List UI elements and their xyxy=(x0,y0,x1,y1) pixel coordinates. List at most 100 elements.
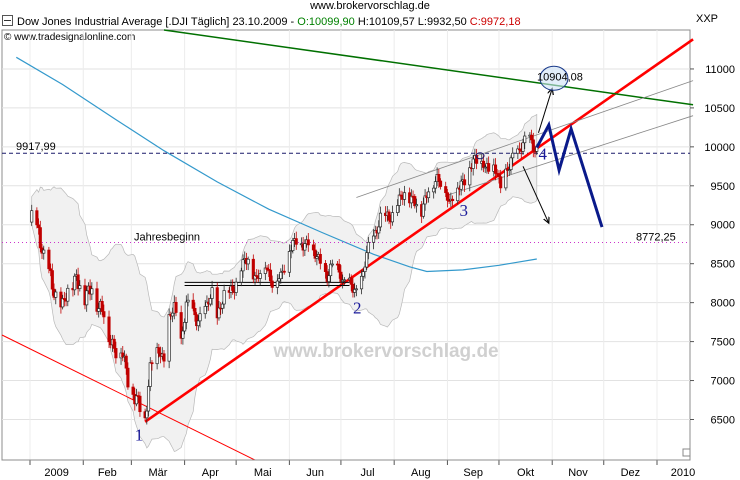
candle-body xyxy=(294,238,298,245)
candle-body xyxy=(437,174,441,182)
candle-body xyxy=(61,298,65,308)
x-tick-label: 2009 xyxy=(44,467,68,479)
candle-body xyxy=(511,152,515,159)
year-open-label: Jahresbeginn xyxy=(134,232,200,244)
candle-body xyxy=(97,308,101,312)
candle-body xyxy=(95,288,99,312)
resistance-trendline xyxy=(163,29,694,106)
candle-body xyxy=(76,274,80,289)
candle-body xyxy=(531,139,535,152)
wave-label: 1 xyxy=(135,426,144,445)
candle-body xyxy=(323,263,328,272)
candle-body xyxy=(523,135,527,144)
candle-body xyxy=(337,263,341,273)
candle-body xyxy=(66,287,70,302)
grid xyxy=(2,30,690,460)
candle-body xyxy=(287,251,291,273)
candle-body xyxy=(282,270,286,273)
candle-body xyxy=(124,355,128,369)
y-tick-label: 10500 xyxy=(704,103,735,115)
candle-body xyxy=(148,362,152,387)
candle-body xyxy=(521,142,525,152)
candle-body xyxy=(516,148,520,154)
candle-body xyxy=(181,330,185,339)
arrow-down-icon xyxy=(522,166,549,223)
candle-body xyxy=(193,308,197,316)
candle-body xyxy=(263,267,267,274)
candle-body xyxy=(54,291,58,298)
candle-body xyxy=(191,299,195,309)
candle-body xyxy=(114,348,118,359)
candle-body xyxy=(439,180,443,187)
candle-body xyxy=(138,395,142,413)
currency-label: XXP xyxy=(696,13,718,25)
candle-body xyxy=(157,347,161,354)
candle-body xyxy=(208,298,212,305)
candle-body xyxy=(231,285,235,291)
wave-label: 4 xyxy=(538,144,547,163)
candle-body xyxy=(78,285,82,289)
candle-body xyxy=(311,244,315,251)
candle-body xyxy=(387,211,391,221)
candle-body xyxy=(73,275,77,291)
x-tick-label: Jun xyxy=(306,467,324,479)
target-label: 10904,08 xyxy=(537,71,583,83)
axes: 6500700075008000850090009500100001050011… xyxy=(2,64,735,479)
candle-body xyxy=(409,195,413,204)
wave-label: 2 xyxy=(353,299,362,318)
candle-body xyxy=(195,314,199,327)
target-circle xyxy=(539,65,569,91)
candle-body xyxy=(196,320,200,327)
candle-body xyxy=(327,275,331,282)
candle-body xyxy=(291,240,295,251)
x-tick-label: Feb xyxy=(98,467,117,479)
candle-body xyxy=(167,314,171,362)
candle-body xyxy=(504,168,508,189)
candle-body xyxy=(179,312,183,339)
candle-body xyxy=(349,277,353,285)
candle-body xyxy=(306,239,310,246)
candle-body xyxy=(42,249,46,254)
y-tick-label: 8000 xyxy=(711,298,735,310)
candle-body xyxy=(414,204,419,207)
resize-handle[interactable] xyxy=(682,448,691,457)
candle-body xyxy=(162,353,166,362)
candle-body xyxy=(38,227,42,249)
watermark: www.brokervorschlag.de xyxy=(272,341,498,362)
y-tick-label: 9000 xyxy=(711,220,735,232)
collapse-icon[interactable] xyxy=(2,15,13,26)
candle-body xyxy=(37,224,41,228)
candle-body xyxy=(268,269,273,282)
candle-body xyxy=(433,181,437,189)
x-tick-label: Mär xyxy=(149,467,168,479)
candle-body xyxy=(366,241,370,254)
candle-body xyxy=(126,367,130,388)
lower-support-line xyxy=(1,334,256,461)
candle-body xyxy=(481,160,486,168)
candle-body xyxy=(174,301,178,313)
candle-body xyxy=(451,198,455,202)
candle-body xyxy=(131,386,135,395)
channel-lower-line xyxy=(447,115,694,196)
candle-body xyxy=(146,386,151,412)
quote-date: 23.10.2009 xyxy=(232,16,288,28)
low-value: L:9932,50 xyxy=(417,16,467,28)
candle-body xyxy=(239,270,243,283)
x-tick-label: Dez xyxy=(621,467,641,479)
moving-average-line xyxy=(15,56,537,273)
candle-body xyxy=(365,252,369,268)
y-tick-label: 7500 xyxy=(711,337,735,349)
candle-body xyxy=(277,278,281,282)
x-tick-label: Apr xyxy=(202,467,219,479)
candle-body xyxy=(493,164,498,174)
candle-body xyxy=(145,410,149,419)
candle-body xyxy=(253,275,257,280)
candle-body xyxy=(183,321,187,332)
candle-body xyxy=(121,352,125,358)
candle-body xyxy=(497,173,501,178)
candle-body xyxy=(361,271,365,277)
candle-body xyxy=(265,267,269,270)
candle-body xyxy=(184,301,188,323)
candle-body xyxy=(475,155,479,164)
candle-body xyxy=(378,212,382,228)
